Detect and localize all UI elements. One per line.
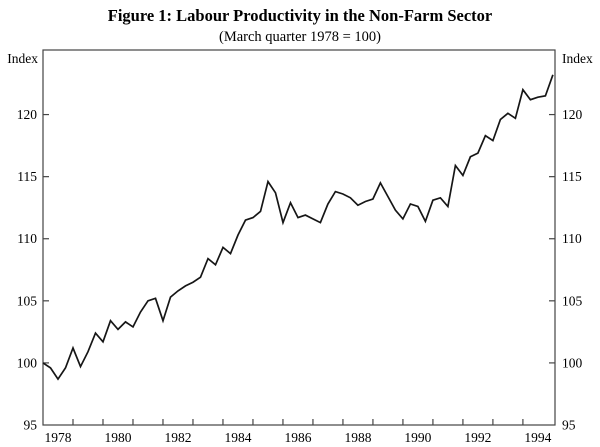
x-tick-label: 1980 [104,430,131,445]
x-tick-label: 1982 [164,430,191,445]
y-axis-label-left: Index [7,51,38,66]
x-tick-label: 1988 [344,430,371,445]
y-tick-label-left: 120 [17,107,38,122]
y-tick-label-left: 100 [17,355,38,370]
y-tick-label-right: 105 [562,293,583,308]
productivity-line [42,74,554,381]
y-axis-ticks: 95 95 100 100 105 105 110 110 115 115 120 120 [17,107,583,432]
x-tick-label: 1984 [224,430,251,445]
x-tick-label: 1986 [284,430,311,445]
y-tick-label-right: 95 [562,418,576,433]
y-tick-label-left: 105 [17,293,38,308]
x-tick-label: 1994 [524,430,551,445]
x-tick-label: 1992 [464,430,491,445]
y-tick-label-right: 100 [562,355,583,370]
y-tick-label-left: 110 [17,231,37,246]
figure-title: Figure 1: Labour Productivity in the Non… [108,6,493,25]
x-axis-ticks: 1978 1980 1982 1984 1986 1988 1990 1992 1994 [44,419,552,445]
y-tick-label-right: 110 [562,231,582,246]
y-tick-label-left: 95 [24,418,38,433]
y-tick-label-right: 115 [562,169,582,184]
y-tick-label-right: 120 [562,107,583,122]
figure-subtitle: (March quarter 1978 = 100) [219,29,381,45]
y-axis-label-right: Index [562,51,593,66]
y-tick-label-left: 115 [17,169,37,184]
x-tick-label: 1990 [404,430,431,445]
plot-frame [42,49,556,426]
x-tick-label: 1978 [44,430,71,445]
